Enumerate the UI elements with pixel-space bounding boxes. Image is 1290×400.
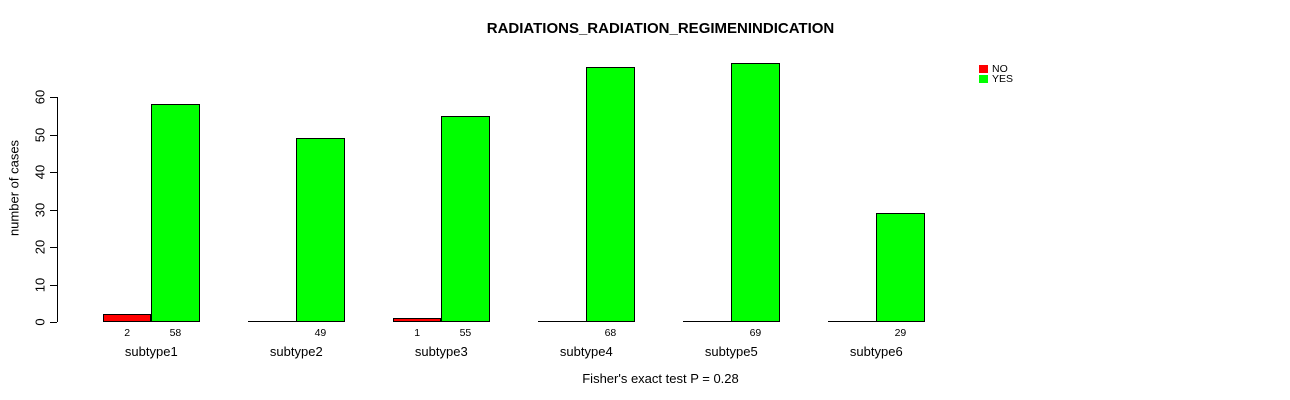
y-axis-label: number of cases [6, 139, 22, 237]
legend-item-no: NO [979, 64, 1013, 74]
y-tick-label: 60 [32, 89, 48, 105]
bar-value-yes-subtype4: 68 [604, 327, 617, 339]
y-tick [50, 134, 57, 136]
y-tick-label: 40 [32, 164, 48, 180]
y-tick-label: 30 [32, 202, 48, 217]
y-tick [50, 322, 57, 323]
y-tick [50, 284, 57, 286]
bar-yes-subtype4 [586, 67, 635, 322]
bar-no-subtype1 [103, 314, 152, 322]
bar-yes-subtype2 [296, 138, 345, 322]
y-tick-label: 0 [32, 318, 48, 326]
bar-no-subtype2 [248, 321, 297, 322]
caption: Fisher's exact test P = 0.28 [582, 371, 739, 386]
bar-value-yes-subtype2: 49 [314, 327, 327, 339]
bar-value-yes-subtype6: 29 [894, 327, 907, 339]
legend-swatch-no [979, 65, 988, 73]
bar-no-subtype6 [828, 321, 877, 322]
x-category-label-subtype2: subtype2 [269, 344, 323, 359]
x-category-label-subtype5: subtype5 [704, 344, 758, 359]
bar-no-subtype4 [538, 321, 587, 322]
chart-title: RADIATIONS_RADIATION_REGIMENINDICATION [486, 20, 835, 37]
bar-value-yes-subtype5: 69 [749, 327, 762, 339]
y-tick [50, 172, 57, 173]
y-tick-label: 50 [32, 127, 48, 142]
bar-yes-subtype3 [441, 116, 490, 322]
y-tick-label: 10 [32, 277, 48, 292]
bar-value-no-subtype3: 1 [414, 327, 421, 339]
bar-value-no-subtype1: 2 [124, 327, 131, 339]
bar-yes-subtype1 [151, 104, 200, 322]
bar-no-subtype3 [393, 318, 442, 322]
x-category-label-subtype6: subtype6 [849, 344, 903, 359]
x-category-label-subtype3: subtype3 [414, 344, 468, 359]
legend-label-no: NO [992, 63, 1008, 75]
bar-value-yes-subtype1: 58 [169, 327, 182, 339]
y-axis-line [57, 97, 58, 322]
bar-no-subtype5 [683, 321, 732, 322]
x-category-label-subtype1: subtype1 [124, 344, 178, 359]
x-category-label-subtype4: subtype4 [559, 344, 613, 359]
y-tick [50, 209, 57, 211]
bar-yes-subtype6 [876, 213, 925, 322]
legend-label-yes: YES [992, 73, 1014, 85]
legend-swatch-yes [979, 75, 988, 83]
legend: NO YES [979, 64, 1013, 84]
legend-item-yes: YES [979, 74, 1013, 84]
y-tick [50, 97, 57, 98]
y-tick-label: 20 [32, 239, 48, 255]
bar-yes-subtype5 [731, 63, 780, 322]
y-tick [50, 247, 57, 248]
bar-value-yes-subtype3: 55 [459, 327, 472, 339]
